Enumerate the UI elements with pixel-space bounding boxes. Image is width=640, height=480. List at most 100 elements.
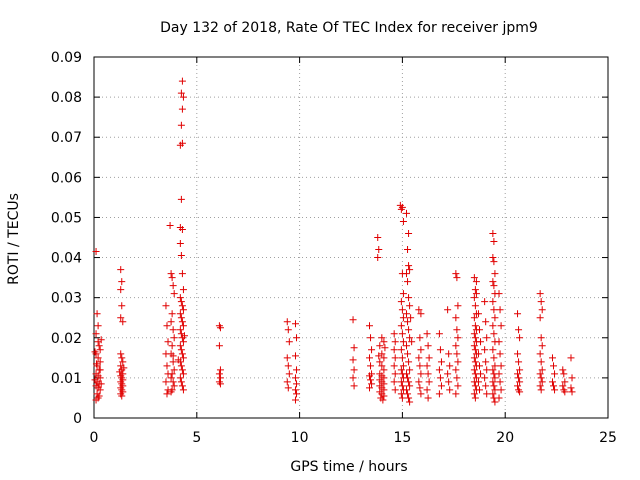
data-point bbox=[368, 380, 376, 388]
data-point bbox=[167, 318, 175, 326]
data-point bbox=[415, 378, 423, 386]
data-point bbox=[406, 398, 414, 406]
data-point bbox=[178, 105, 186, 113]
data-point bbox=[94, 322, 102, 330]
data-point bbox=[380, 386, 388, 394]
data-point bbox=[516, 366, 524, 374]
data-point bbox=[92, 396, 100, 404]
data-point bbox=[118, 354, 126, 362]
data-point bbox=[178, 77, 186, 85]
data-point bbox=[374, 234, 382, 241]
data-point bbox=[116, 368, 124, 376]
data-point bbox=[169, 326, 177, 334]
data-point bbox=[350, 344, 358, 352]
data-point bbox=[95, 342, 103, 350]
data-point bbox=[497, 362, 505, 370]
data-point bbox=[537, 334, 545, 342]
data-point bbox=[490, 258, 498, 266]
data-point bbox=[178, 225, 186, 233]
data-point bbox=[536, 314, 544, 322]
data-point bbox=[416, 384, 424, 392]
data-point bbox=[378, 334, 386, 342]
data-point bbox=[568, 374, 576, 382]
data-point bbox=[374, 254, 382, 262]
data-point bbox=[406, 382, 414, 390]
data-point bbox=[168, 370, 176, 378]
data-point bbox=[119, 358, 127, 366]
data-point bbox=[119, 318, 127, 326]
data-point bbox=[380, 366, 388, 374]
data-point bbox=[417, 310, 425, 318]
data-point bbox=[177, 195, 185, 203]
data-point bbox=[489, 254, 497, 262]
data-point bbox=[405, 229, 413, 237]
data-point bbox=[470, 330, 478, 338]
data-point bbox=[293, 366, 301, 374]
data-point bbox=[551, 370, 559, 378]
data-point bbox=[425, 378, 433, 386]
y-tick-label: 0.07 bbox=[51, 130, 82, 146]
data-point bbox=[177, 121, 185, 129]
data-point bbox=[471, 302, 479, 310]
x-tick-labels: 0 5 10 15 20 25 bbox=[90, 430, 617, 446]
data-point bbox=[179, 338, 187, 346]
data-point bbox=[97, 380, 105, 388]
data-point bbox=[559, 382, 567, 390]
data-point bbox=[404, 278, 412, 286]
data-point bbox=[536, 382, 544, 390]
data-point bbox=[482, 358, 490, 366]
data-point bbox=[446, 386, 454, 394]
x-axis-label: GPS time / hours bbox=[290, 459, 407, 475]
data-point bbox=[375, 246, 383, 254]
data-point bbox=[170, 290, 178, 298]
data-point bbox=[178, 318, 186, 326]
data-point bbox=[397, 346, 405, 354]
data-point bbox=[167, 270, 175, 278]
data-point bbox=[291, 386, 299, 394]
data-point bbox=[536, 290, 544, 298]
data-point bbox=[516, 334, 524, 342]
data-point bbox=[537, 386, 545, 394]
data-point bbox=[216, 374, 224, 382]
data-point bbox=[470, 314, 478, 322]
data-point bbox=[559, 366, 567, 374]
data-point bbox=[397, 205, 405, 213]
data-points bbox=[91, 77, 576, 406]
data-point bbox=[435, 330, 443, 338]
data-point bbox=[397, 322, 405, 330]
data-point bbox=[367, 334, 375, 342]
data-point bbox=[216, 380, 224, 388]
data-point bbox=[452, 314, 460, 322]
data-point bbox=[399, 217, 407, 225]
data-point bbox=[454, 382, 462, 390]
data-point bbox=[177, 298, 185, 306]
data-point bbox=[94, 354, 102, 362]
data-point bbox=[164, 338, 172, 346]
data-point bbox=[368, 346, 376, 354]
data-point bbox=[349, 356, 357, 364]
data-point bbox=[403, 342, 411, 350]
data-point bbox=[483, 366, 491, 374]
data-point bbox=[491, 362, 499, 370]
data-point bbox=[118, 392, 126, 400]
data-point bbox=[515, 374, 523, 382]
data-point bbox=[416, 334, 424, 342]
data-point bbox=[96, 374, 104, 382]
data-point bbox=[436, 374, 444, 382]
data-point bbox=[423, 386, 431, 394]
data-point bbox=[390, 330, 398, 338]
data-point bbox=[476, 386, 483, 394]
data-point bbox=[474, 378, 482, 386]
data-point bbox=[490, 238, 498, 246]
data-point bbox=[408, 338, 416, 346]
data-point bbox=[169, 378, 177, 386]
data-point bbox=[490, 330, 498, 338]
data-point bbox=[474, 310, 482, 318]
y-tick-label: 0.09 bbox=[51, 50, 82, 66]
data-point bbox=[167, 374, 175, 382]
data-point bbox=[537, 358, 545, 366]
data-point bbox=[366, 354, 374, 362]
data-point bbox=[444, 306, 452, 314]
data-point bbox=[551, 386, 559, 394]
data-point bbox=[550, 382, 558, 390]
